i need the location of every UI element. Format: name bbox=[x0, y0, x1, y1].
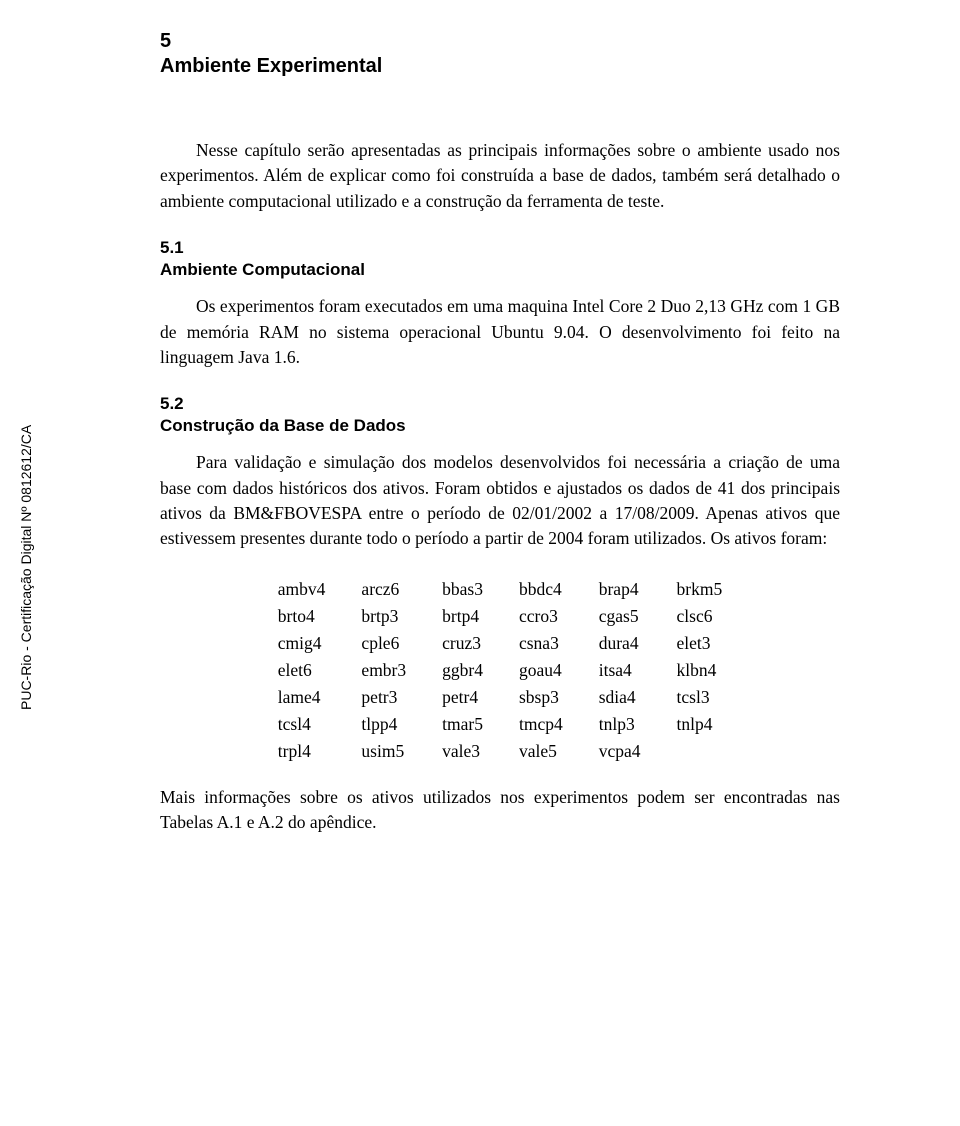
ticker-cell: brap4 bbox=[581, 576, 659, 603]
ticker-cell: cple6 bbox=[343, 630, 424, 657]
table-row: cmig4cple6cruz3csna3dura4elet3 bbox=[260, 630, 740, 657]
ticker-cell: ggbr4 bbox=[424, 657, 501, 684]
ticker-cell: tmar5 bbox=[424, 711, 501, 738]
ticker-cell: brtp3 bbox=[343, 603, 424, 630]
table-row: ambv4arcz6bbas3bbdc4brap4brkm5 bbox=[260, 576, 740, 603]
ticker-cell: vcpa4 bbox=[581, 738, 659, 765]
ticker-cell: tcsl4 bbox=[260, 711, 344, 738]
ticker-cell: lame4 bbox=[260, 684, 344, 711]
table-row: brto4brtp3brtp4ccro3cgas5clsc6 bbox=[260, 603, 740, 630]
ticker-cell: bbdc4 bbox=[501, 576, 581, 603]
ticker-cell: ccro3 bbox=[501, 603, 581, 630]
ticker-cell: sdia4 bbox=[581, 684, 659, 711]
ticker-cell: dura4 bbox=[581, 630, 659, 657]
ticker-cell: elet6 bbox=[260, 657, 344, 684]
ticker-cell: cruz3 bbox=[424, 630, 501, 657]
ticker-cell: usim5 bbox=[343, 738, 424, 765]
ticker-cell: klbn4 bbox=[659, 657, 741, 684]
ticker-cell: vale5 bbox=[501, 738, 581, 765]
ticker-cell bbox=[659, 738, 741, 765]
table-row: elet6embr3ggbr4goau4itsa4klbn4 bbox=[260, 657, 740, 684]
ticker-cell: goau4 bbox=[501, 657, 581, 684]
ticker-cell: trpl4 bbox=[260, 738, 344, 765]
ticker-cell: embr3 bbox=[343, 657, 424, 684]
ticker-cell: tnlp3 bbox=[581, 711, 659, 738]
table-row: trpl4usim5vale3vale5vcpa4 bbox=[260, 738, 740, 765]
section-2-number: 5.2 bbox=[160, 394, 840, 414]
chapter-title: Ambiente Experimental bbox=[160, 55, 840, 78]
ticker-cell: vale3 bbox=[424, 738, 501, 765]
ticker-cell: petr4 bbox=[424, 684, 501, 711]
ticker-cell: ambv4 bbox=[260, 576, 344, 603]
table-row: lame4petr3petr4sbsp3sdia4tcsl3 bbox=[260, 684, 740, 711]
certification-sidebar: PUC-Rio - Certificação Digital Nº 081261… bbox=[18, 425, 34, 710]
ticker-cell: csna3 bbox=[501, 630, 581, 657]
ticker-cell: elet3 bbox=[659, 630, 741, 657]
ticker-cell: brto4 bbox=[260, 603, 344, 630]
ticker-cell: cgas5 bbox=[581, 603, 659, 630]
ticker-cell: tlpp4 bbox=[343, 711, 424, 738]
ticker-cell: tnlp4 bbox=[659, 711, 741, 738]
section-2-title: Construção da Base de Dados bbox=[160, 416, 840, 436]
section-1-number: 5.1 bbox=[160, 238, 840, 258]
ticker-cell: cmig4 bbox=[260, 630, 344, 657]
ticker-cell: brtp4 bbox=[424, 603, 501, 630]
closing-paragraph: Mais informações sobre os ativos utiliza… bbox=[160, 785, 840, 836]
table-row: tcsl4tlpp4tmar5tmcp4tnlp3tnlp4 bbox=[260, 711, 740, 738]
ticker-cell: arcz6 bbox=[343, 576, 424, 603]
ticker-cell: sbsp3 bbox=[501, 684, 581, 711]
ticker-cell: clsc6 bbox=[659, 603, 741, 630]
section-1-paragraph: Os experimentos foram executados em uma … bbox=[160, 294, 840, 370]
ticker-cell: tmcp4 bbox=[501, 711, 581, 738]
ticker-cell: brkm5 bbox=[659, 576, 741, 603]
section-1-title: Ambiente Computacional bbox=[160, 260, 840, 280]
ticker-cell: bbas3 bbox=[424, 576, 501, 603]
section-2-paragraph: Para validação e simulação dos modelos d… bbox=[160, 450, 840, 552]
page-content: 5 Ambiente Experimental Nesse capítulo s… bbox=[160, 30, 840, 860]
chapter-number: 5 bbox=[160, 30, 840, 53]
intro-paragraph: Nesse capítulo serão apresentadas as pri… bbox=[160, 138, 840, 214]
ticker-cell: itsa4 bbox=[581, 657, 659, 684]
ticker-cell: petr3 bbox=[343, 684, 424, 711]
ticker-cell: tcsl3 bbox=[659, 684, 741, 711]
ticker-table: ambv4arcz6bbas3bbdc4brap4brkm5brto4brtp3… bbox=[260, 576, 740, 765]
